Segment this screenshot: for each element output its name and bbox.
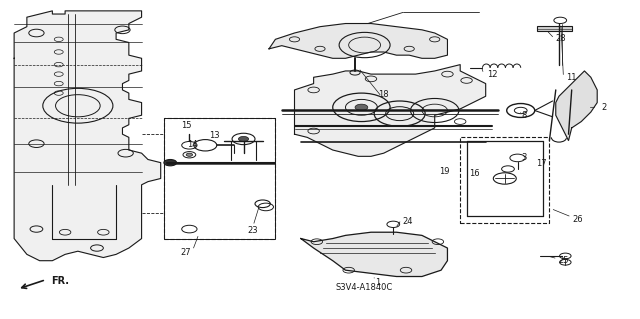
- Bar: [164, 118, 275, 239]
- Text: 26: 26: [572, 215, 583, 224]
- Text: 19: 19: [439, 167, 449, 176]
- Text: 17: 17: [536, 160, 547, 168]
- Text: 14: 14: [188, 140, 198, 149]
- Polygon shape: [14, 11, 161, 261]
- Text: 12: 12: [487, 70, 497, 78]
- Text: 28: 28: [555, 34, 566, 43]
- Text: 18: 18: [378, 90, 389, 99]
- Text: 15: 15: [181, 121, 191, 130]
- Polygon shape: [269, 24, 447, 58]
- Text: 2: 2: [601, 103, 606, 112]
- Circle shape: [239, 137, 248, 141]
- Text: 11: 11: [566, 73, 577, 82]
- Text: 16: 16: [469, 169, 479, 178]
- Text: FR.: FR.: [51, 276, 69, 286]
- Text: 25: 25: [558, 256, 569, 265]
- Text: 8: 8: [521, 111, 527, 120]
- Text: S3V4-A1840C: S3V4-A1840C: [336, 283, 393, 292]
- Bar: [460, 137, 549, 223]
- Text: 27: 27: [181, 248, 191, 257]
- Polygon shape: [556, 71, 597, 141]
- Circle shape: [355, 104, 368, 110]
- Text: 3: 3: [521, 153, 527, 162]
- Polygon shape: [294, 65, 486, 156]
- Text: 24: 24: [402, 217, 413, 226]
- Polygon shape: [301, 232, 447, 277]
- Text: 1: 1: [375, 278, 380, 287]
- Bar: [164, 118, 275, 239]
- Circle shape: [164, 160, 177, 166]
- Text: 13: 13: [209, 131, 220, 140]
- Bar: [537, 26, 572, 32]
- Text: 23: 23: [248, 226, 259, 234]
- Circle shape: [186, 153, 193, 156]
